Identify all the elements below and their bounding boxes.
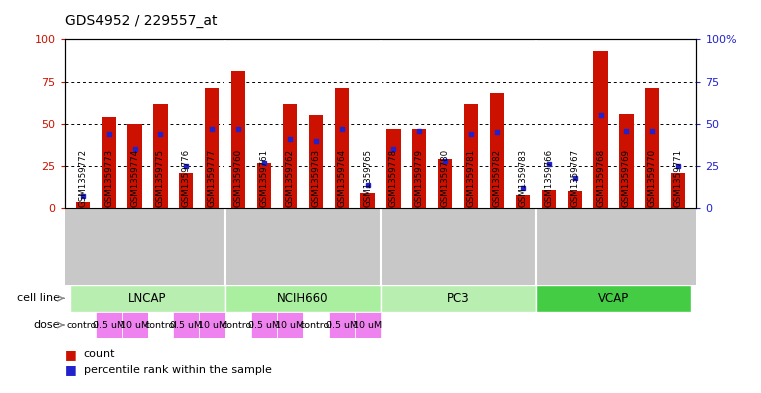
Bar [231,72,245,208]
Bar [225,285,380,312]
Bar [257,163,271,208]
Bar [75,202,90,208]
Bar [464,103,478,208]
Bar [568,191,581,208]
Bar [70,285,225,312]
Bar [412,129,426,208]
Bar [96,312,122,338]
Text: 10 uM: 10 uM [120,321,149,329]
Bar [277,312,303,338]
Text: ■: ■ [65,347,76,361]
Text: 10 uM: 10 uM [275,321,304,329]
Text: control: control [66,321,99,329]
Text: count: count [84,349,115,359]
Bar [225,312,251,338]
Bar [516,195,530,208]
Bar [154,103,167,208]
Bar [148,312,174,338]
Bar [329,312,355,338]
Bar [101,117,116,208]
Text: cell line: cell line [17,293,59,303]
Text: control: control [299,321,333,329]
Text: GDS4952 / 229557_at: GDS4952 / 229557_at [65,13,217,28]
Bar [355,312,380,338]
Text: 0.5 uM: 0.5 uM [93,321,125,329]
Bar [70,312,96,338]
Bar [283,103,297,208]
Bar [671,173,686,208]
Bar [490,94,504,208]
Bar [361,193,374,208]
Text: VCAP: VCAP [598,292,629,305]
Bar [542,190,556,208]
Text: 10 uM: 10 uM [198,321,227,329]
Text: 0.5 uM: 0.5 uM [248,321,280,329]
Text: 0.5 uM: 0.5 uM [326,321,358,329]
Bar [619,114,634,208]
Text: ■: ■ [65,363,76,376]
Bar [180,173,193,208]
Bar [380,285,536,312]
Bar [387,129,400,208]
Bar [645,88,660,208]
Bar [122,312,148,338]
Bar [251,312,277,338]
Text: PC3: PC3 [447,292,470,305]
Bar [309,116,323,208]
Text: 0.5 uM: 0.5 uM [170,321,202,329]
Bar [594,51,607,208]
Bar [174,312,199,338]
Text: 10 uM: 10 uM [353,321,382,329]
Bar [127,124,142,208]
Bar [205,88,219,208]
Text: control: control [144,321,177,329]
Bar [199,312,225,338]
Text: LNCAP: LNCAP [129,292,167,305]
Bar [335,88,349,208]
Text: percentile rank within the sample: percentile rank within the sample [84,365,272,375]
Text: dose: dose [33,320,59,330]
Text: control: control [221,321,255,329]
Text: NCIH660: NCIH660 [277,292,329,305]
Bar [303,312,329,338]
Bar [438,159,452,208]
Bar [536,285,691,312]
